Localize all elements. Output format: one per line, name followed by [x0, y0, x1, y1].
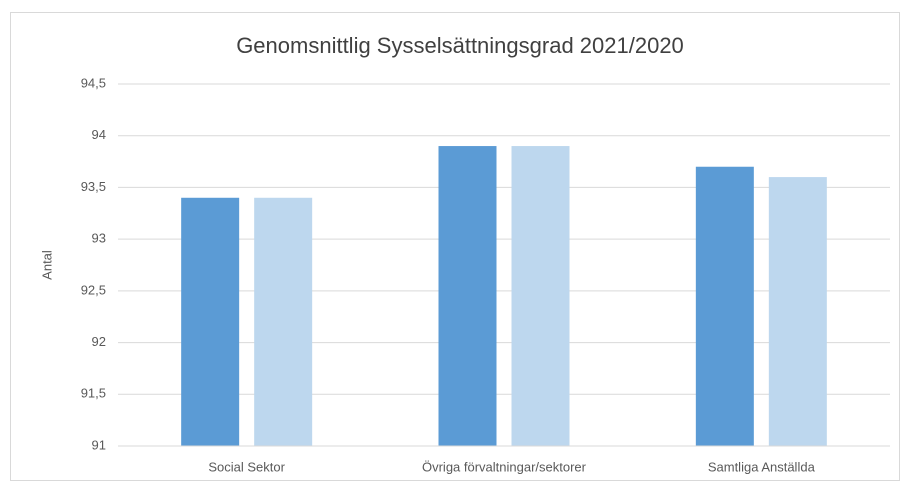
- y-tick-label: 94: [92, 127, 106, 142]
- bar: [438, 146, 497, 447]
- x-tick-label: Övriga förvaltningar/sektorer: [422, 459, 587, 474]
- y-tick-label: 92,5: [81, 282, 106, 297]
- y-tick-label: 93,5: [81, 179, 106, 194]
- bar: [511, 146, 570, 447]
- y-tick-label: 92: [92, 334, 106, 349]
- y-tick-label: 91,5: [81, 386, 106, 401]
- bar: [768, 177, 827, 447]
- bar: [181, 197, 240, 446]
- y-tick-label: 94,5: [81, 75, 106, 90]
- y-tick-label: 91: [92, 437, 106, 452]
- bar: [695, 166, 754, 446]
- x-tick-label: Social Sektor: [208, 459, 285, 474]
- y-tick-label: 93: [92, 231, 106, 246]
- bar: [254, 197, 313, 446]
- chart-title: Genomsnittlig Sysselsättningsgrad 2021/2…: [236, 33, 684, 58]
- y-axis-label: Antal: [39, 250, 54, 280]
- x-tick-label: Samtliga Anställda: [708, 459, 816, 474]
